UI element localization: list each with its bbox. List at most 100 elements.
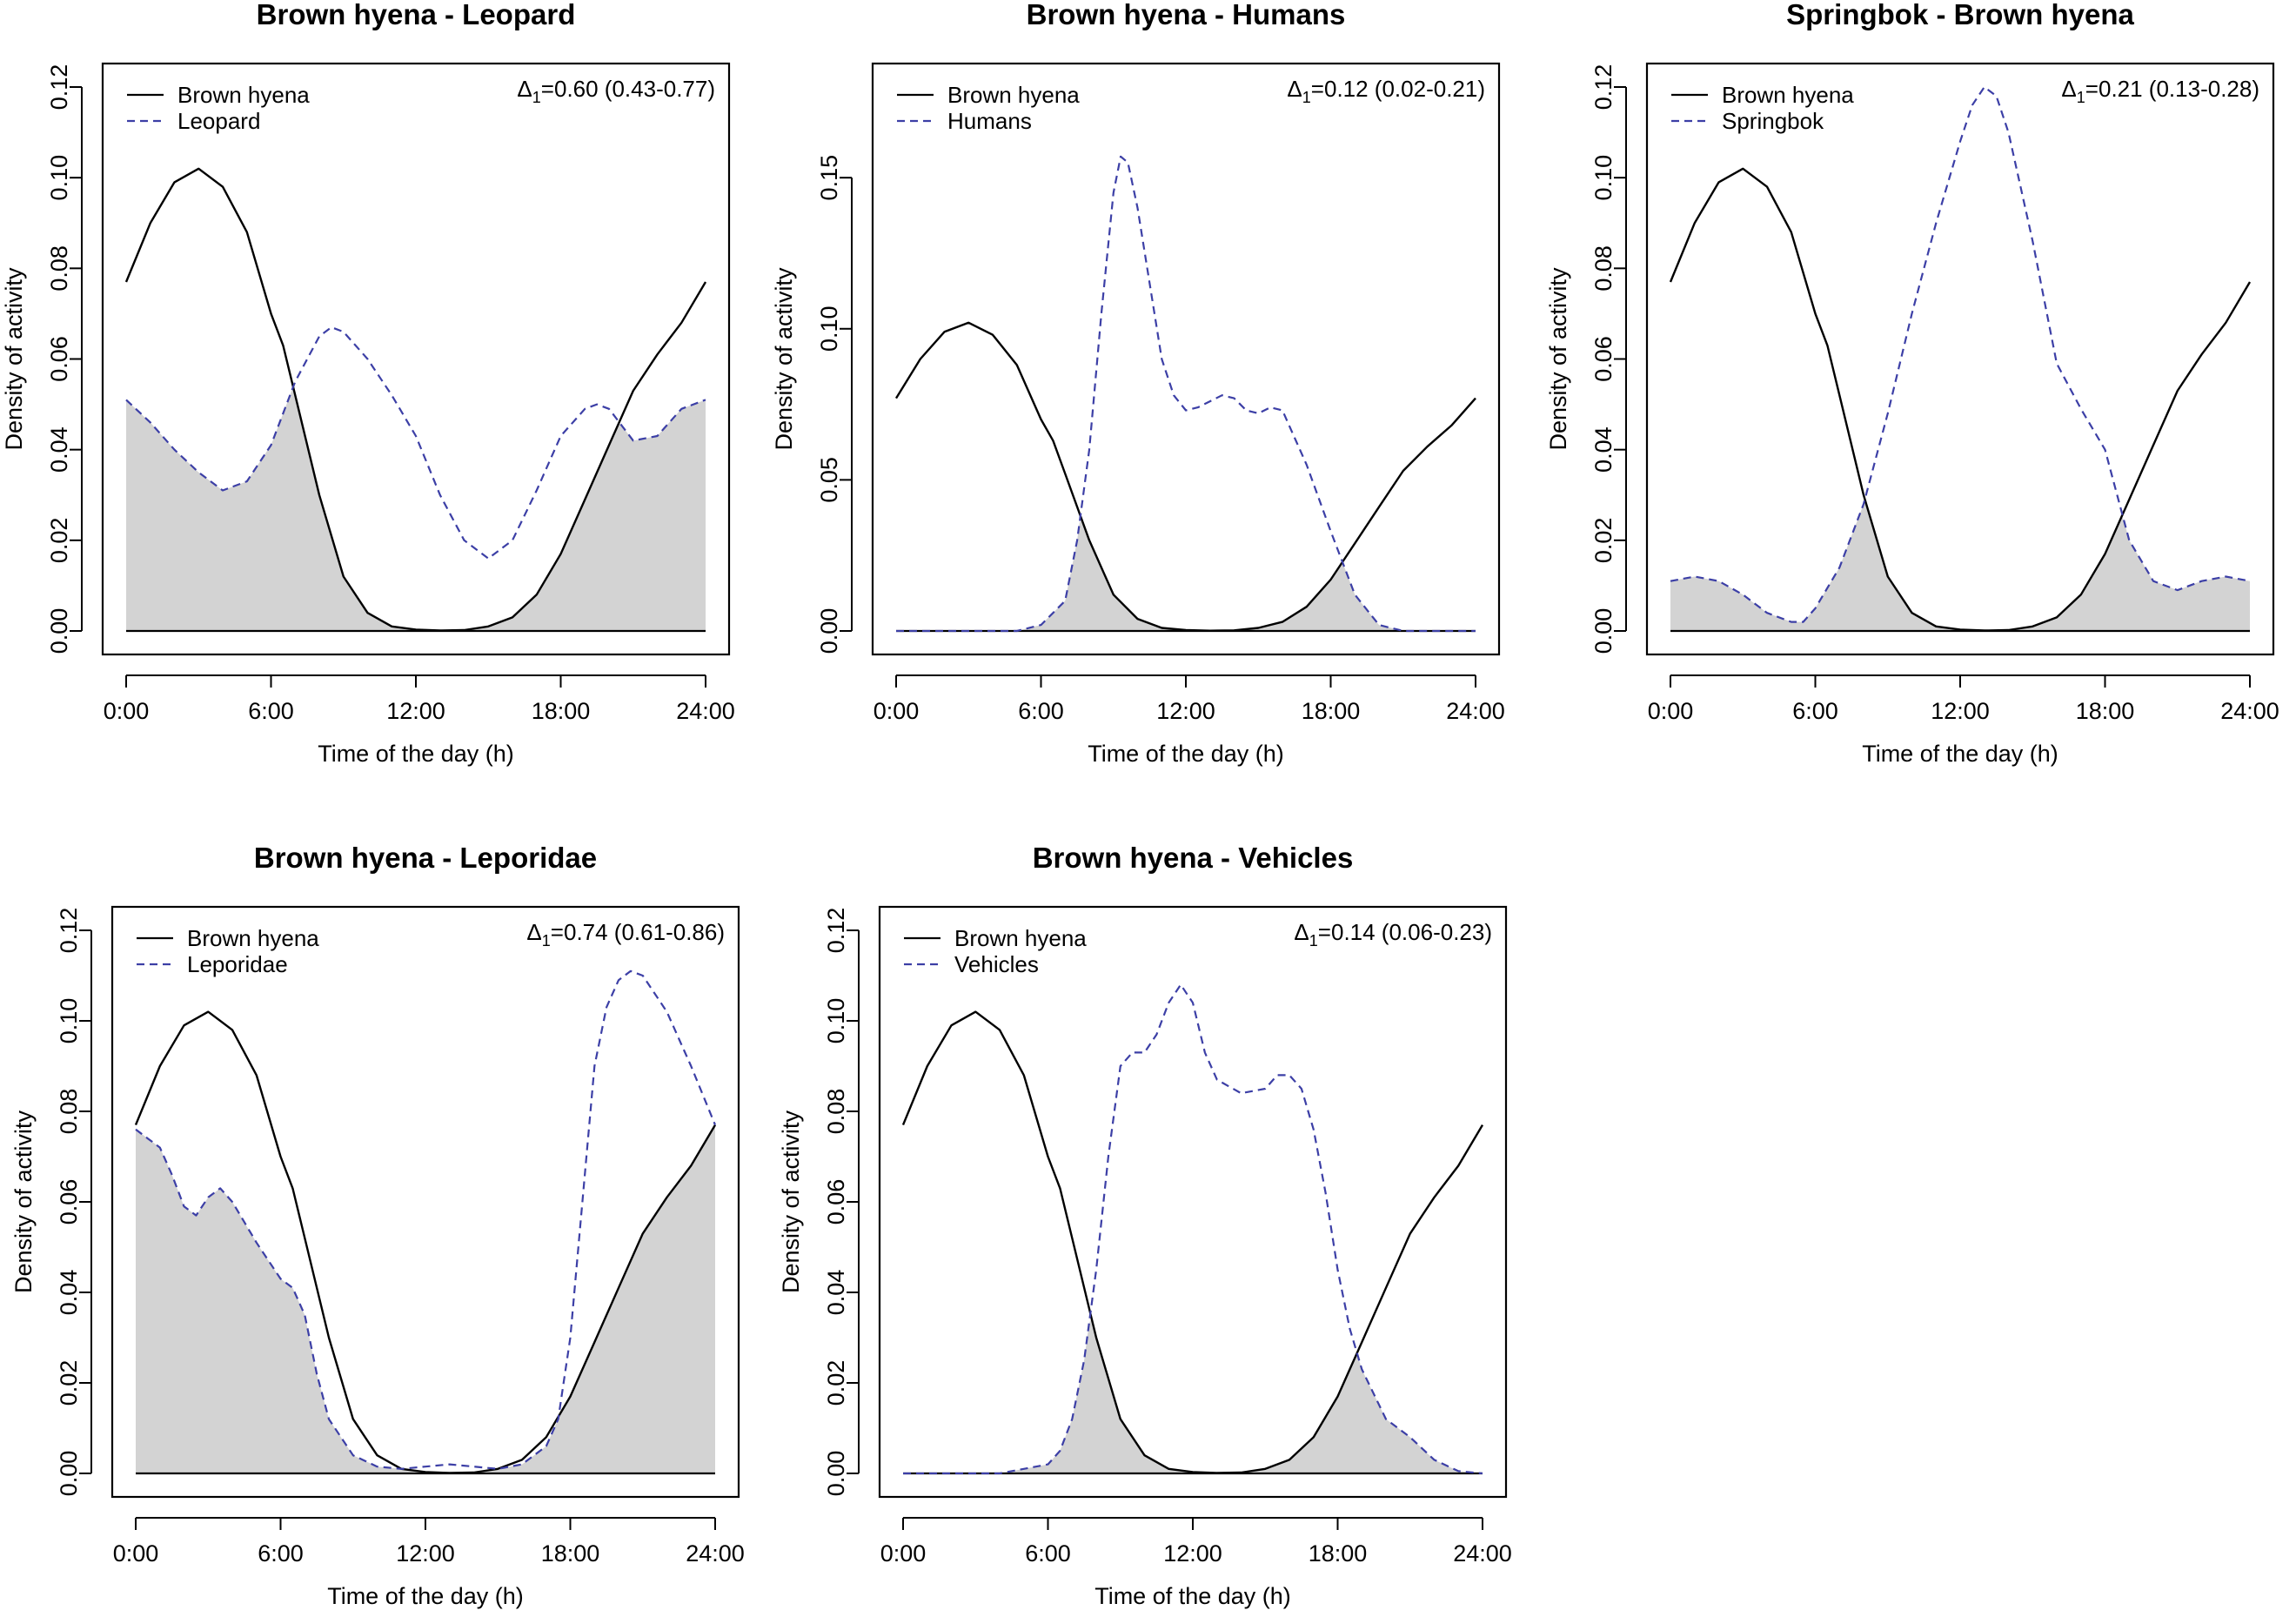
x-tick-label: 18:00 <box>2076 698 2135 724</box>
legend-label-2: Humans <box>947 108 1032 134</box>
x-axis-label: Time of the day (h) <box>1088 741 1284 767</box>
y-tick-label: 0.06 <box>46 336 72 382</box>
y-tick-label: 0.02 <box>823 1360 849 1406</box>
chart-title: Brown hyena - Leporidae <box>254 842 597 874</box>
y-tick-label: 0.08 <box>56 1089 82 1135</box>
overlap-value: =0.74 (0.61-0.86) <box>551 919 725 945</box>
x-axis-label: Time of the day (h) <box>1862 741 2058 767</box>
overlap-value: =0.21 (0.13-0.28) <box>2085 76 2259 102</box>
y-tick-label: 0.10 <box>816 305 842 352</box>
y-tick-label: 0.12 <box>46 64 72 111</box>
plot-frame <box>878 905 1508 1499</box>
x-tick-label: 24:00 <box>2220 698 2279 724</box>
x-tick-label: 12:00 <box>386 698 445 724</box>
x-tick-label: 0:00 <box>104 698 150 724</box>
y-tick-label: 0.04 <box>823 1270 849 1316</box>
overlap-value: =0.14 (0.06-0.23) <box>1318 919 1492 945</box>
legend-label-2: Leopard <box>177 108 260 134</box>
x-tick-label: 12:00 <box>396 1540 455 1567</box>
x-tick-label: 6:00 <box>258 1540 304 1567</box>
x-tick-label: 24:00 <box>676 698 735 724</box>
y-tick-label: 0.06 <box>56 1179 82 1225</box>
series-line-brown-hyena <box>124 167 707 632</box>
y-tick-label: 0.10 <box>823 998 849 1044</box>
legend-label-1: Brown hyena <box>947 82 1080 108</box>
series-line-brown-hyena <box>901 1010 1484 1474</box>
overlap-area <box>896 520 1476 631</box>
overlap-coefficient-annotation: Δ1=0.21 (0.13-0.28) <box>2061 76 2259 106</box>
delta-symbol: Δ <box>526 919 541 945</box>
delta-symbol: Δ <box>2061 76 2076 102</box>
x-tick-label: 6:00 <box>1792 698 1838 724</box>
y-axis-label: Density of activity <box>1545 267 1571 451</box>
y-tick-label: 0.00 <box>56 1451 82 1497</box>
x-axis-label: Time of the day (h) <box>327 1583 524 1609</box>
chart-title: Brown hyena - Leopard <box>257 0 576 30</box>
y-tick-label: 0.15 <box>816 155 842 201</box>
plot-frame <box>1645 62 2275 656</box>
y-axis-label: Density of activity <box>771 267 797 451</box>
chart-title: Brown hyena - Vehicles <box>1033 842 1354 874</box>
y-tick-label: 0.08 <box>823 1089 849 1135</box>
legend-label-1: Brown hyena <box>177 82 310 108</box>
y-tick-label: 0.02 <box>56 1360 82 1406</box>
chart-panel-3: Springbok - Brown hyena 0:00 6:00 12:00 18:0… <box>1545 0 2279 767</box>
x-tick-label: 0:00 <box>874 698 920 724</box>
y-tick-label: 0.12 <box>56 908 82 954</box>
x-tick-label: 18:00 <box>532 698 591 724</box>
x-axis-label: Time of the day (h) <box>318 741 514 767</box>
y-tick-label: 0.04 <box>56 1270 82 1316</box>
y-axis-label: Density of activity <box>1 267 27 451</box>
legend-label-2: Springbok <box>1722 108 1824 134</box>
y-tick-label: 0.06 <box>823 1179 849 1225</box>
chart-title: Springbok - Brown hyena <box>1786 0 2134 30</box>
series-line-humans <box>896 155 1476 633</box>
y-tick-label: 0.04 <box>1590 426 1617 473</box>
delta-subscript: 1 <box>542 932 551 949</box>
x-tick-label: 18:00 <box>1302 698 1361 724</box>
y-tick-label: 0.08 <box>1590 245 1617 292</box>
chart-title: Brown hyena - Humans <box>1027 0 1346 30</box>
overlap-area <box>126 387 706 631</box>
overlap-value: =0.12 (0.02-0.21) <box>1311 76 1485 102</box>
y-tick-label: 0.10 <box>1590 155 1617 201</box>
x-tick-label: 24:00 <box>686 1540 745 1567</box>
x-tick-label: 18:00 <box>1309 1540 1368 1567</box>
y-tick-label: 0.10 <box>56 998 82 1044</box>
series-line-leporidae <box>135 970 717 1470</box>
y-tick-label: 0.00 <box>816 608 842 654</box>
delta-subscript: 1 <box>1309 932 1318 949</box>
chart-panel-1: Brown hyena - Leopard 0:00 6:00 12:00 18:00 2… <box>1 0 735 767</box>
overlap-value: =0.60 (0.43-0.77) <box>541 76 715 102</box>
series-line-vehicles <box>903 983 1483 1475</box>
y-tick-label: 0.08 <box>46 245 72 292</box>
y-axis-label: Density of activity <box>778 1110 804 1293</box>
plot-frame <box>110 905 740 1499</box>
x-tick-label: 0:00 <box>1648 698 1694 724</box>
x-tick-label: 0:00 <box>113 1540 159 1567</box>
y-tick-label: 0.00 <box>823 1451 849 1497</box>
delta-symbol: Δ <box>1287 76 1302 102</box>
y-tick-label: 0.12 <box>1590 64 1617 111</box>
x-axis-label: Time of the day (h) <box>1094 1583 1291 1609</box>
delta-subscript: 1 <box>2077 89 2085 106</box>
y-tick-label: 0.00 <box>46 608 72 654</box>
legend-label-1: Brown hyena <box>187 925 319 951</box>
series-line-springbok <box>1670 85 2251 623</box>
overlap-area <box>136 1124 715 1473</box>
delta-subscript: 1 <box>1302 89 1311 106</box>
y-tick-label: 0.00 <box>1590 608 1617 654</box>
legend-label-2: Vehicles <box>954 951 1039 977</box>
x-tick-label: 6:00 <box>1018 698 1064 724</box>
y-tick-label: 0.04 <box>46 426 72 473</box>
chart-panel-4: Brown hyena - Leporidae 0:00 6:00 12:00 18:0… <box>10 842 745 1609</box>
y-tick-label: 0.06 <box>1590 336 1617 382</box>
delta-subscript: 1 <box>532 89 541 106</box>
overlap-coefficient-annotation: Δ1=0.12 (0.02-0.21) <box>1287 76 1485 106</box>
x-tick-label: 24:00 <box>1453 1540 1512 1567</box>
chart-panel-5: Brown hyena - Vehicles 0:00 6:00 12:00 18:00… <box>778 842 1512 1609</box>
x-tick-label: 12:00 <box>1156 698 1215 724</box>
legend-label-2: Leporidae <box>187 951 288 977</box>
x-tick-label: 6:00 <box>1025 1540 1071 1567</box>
